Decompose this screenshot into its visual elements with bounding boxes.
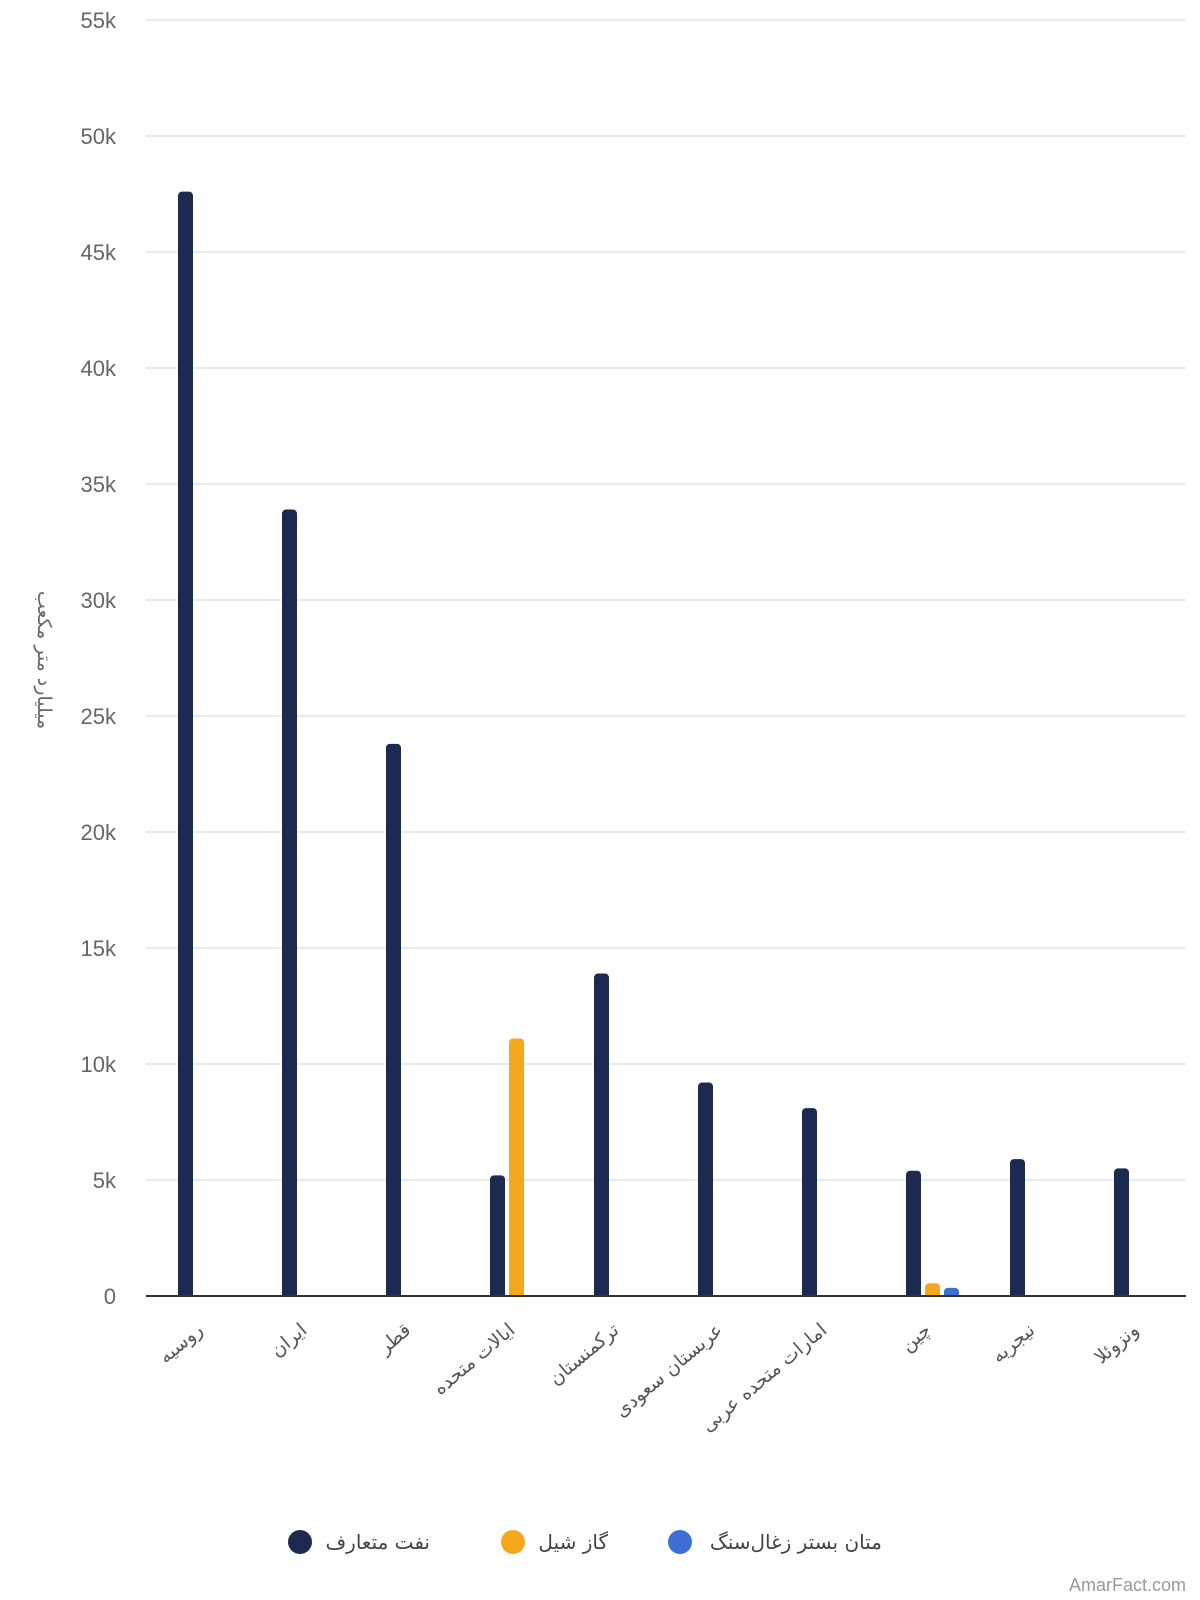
category-label: ایالات متحده — [429, 1319, 519, 1400]
legend-label: گاز شیل — [538, 1530, 608, 1554]
bar-base — [925, 1292, 940, 1296]
bar-0-1 — [282, 509, 297, 1296]
category-label: چین — [897, 1319, 936, 1356]
y-tick-label: 35k — [81, 472, 117, 497]
bar-base — [490, 1292, 505, 1296]
category-label: قطر — [373, 1319, 415, 1359]
bar-0-8 — [1010, 1159, 1025, 1296]
legend-label: نفت متعارف — [325, 1530, 430, 1554]
legend-label: متان بستر زغال‌سنگ — [710, 1530, 882, 1554]
y-tick-label: 20k — [81, 820, 117, 845]
y-tick-label: 15k — [81, 936, 117, 961]
y-tick-label: 55k — [81, 8, 117, 33]
bar-base — [509, 1292, 524, 1296]
y-tick-label: 5k — [93, 1168, 117, 1193]
bar-base — [802, 1292, 817, 1296]
bar-0-5 — [698, 1082, 713, 1296]
bar-0-3 — [490, 1175, 505, 1296]
bar-base — [944, 1292, 959, 1296]
bar-base — [386, 1292, 401, 1296]
bar-0-2 — [386, 743, 401, 1296]
watermark: AmarFact.com — [1068, 1575, 1186, 1595]
bar-base — [1010, 1292, 1025, 1296]
y-tick-label: 30k — [81, 588, 117, 613]
bar-base — [698, 1292, 713, 1296]
category-label: نیجریه — [987, 1319, 1039, 1368]
y-tick-label: 40k — [81, 356, 117, 381]
bar-base — [282, 1292, 297, 1296]
bars — [178, 191, 1129, 1297]
y-tick-label: 45k — [81, 240, 117, 265]
bar-base — [906, 1292, 921, 1296]
bar-0-9 — [1114, 1168, 1129, 1296]
category-label: ایران — [266, 1319, 311, 1362]
legend-marker — [501, 1530, 525, 1554]
category-label: ونزوئلا — [1090, 1319, 1143, 1368]
category-label: عربستان سعودی — [611, 1319, 728, 1422]
bar-0-0 — [178, 191, 193, 1297]
y-tick-label: 25k — [81, 704, 117, 729]
y-tick-label: 50k — [81, 124, 117, 149]
y-tick-label: 0 — [104, 1284, 116, 1309]
legend-marker — [668, 1530, 692, 1554]
gridlines — [146, 19, 1186, 1181]
y-tick-label: 10k — [81, 1052, 117, 1077]
category-label: ترکمنستان — [545, 1319, 623, 1390]
bar-0-4 — [594, 973, 609, 1296]
category-labels: روسیه ایران قطر ایالات متحده ترکمنستانعربستا… — [155, 1319, 1144, 1437]
y-axis-label: میلیارد متر مکعب — [33, 591, 55, 729]
legend: نفت متعارف گاز شیل متان بستر زغال‌سنگ — [288, 1530, 882, 1554]
bar-0-7 — [906, 1170, 921, 1296]
bar-1-3 — [509, 1038, 524, 1296]
y-axis-ticks: 0 5k 10k 15k 20k 25k 30k 35k 40k 45k 50k 55k — [81, 8, 117, 1309]
category-label: روسیه — [155, 1319, 208, 1368]
bar-0-6 — [802, 1108, 817, 1296]
bar-base — [1114, 1292, 1129, 1296]
bar-base — [178, 1292, 193, 1296]
legend-marker — [288, 1530, 312, 1554]
bar-base — [594, 1292, 609, 1296]
